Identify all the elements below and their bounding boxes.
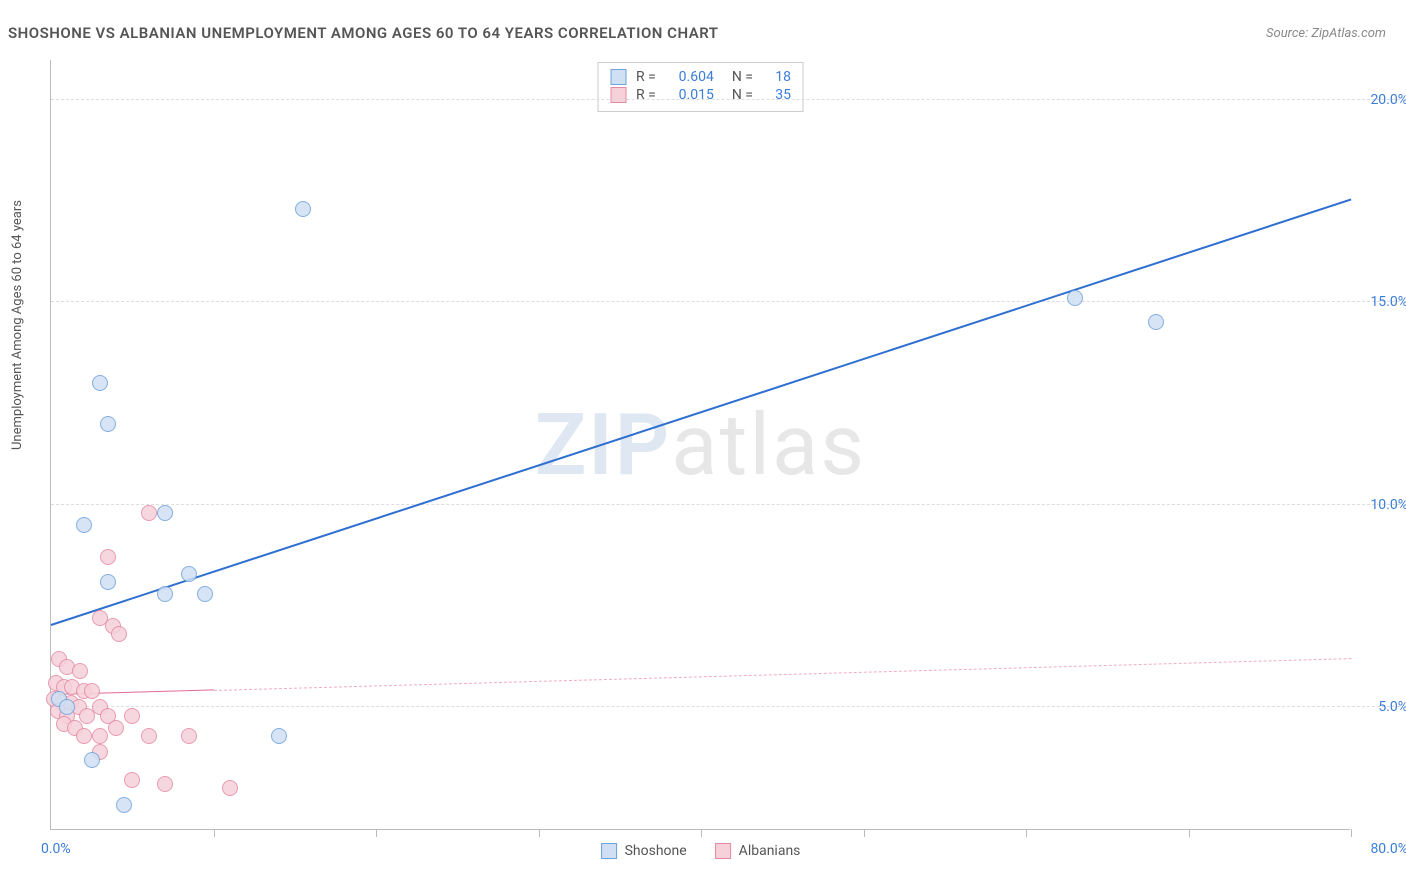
r-label: R =	[636, 69, 656, 85]
data-point-shoshone	[1067, 290, 1083, 306]
n-label: N =	[732, 69, 753, 85]
data-point-albanians	[76, 728, 92, 744]
x-tick	[1026, 829, 1027, 837]
x-tick	[701, 829, 702, 837]
trend-line-shoshone	[51, 199, 1352, 626]
data-point-albanians	[108, 720, 124, 736]
x-axis-max-label: 80.0%	[1370, 841, 1406, 857]
legend-label-albanians: Albanians	[739, 843, 801, 859]
data-point-albanians	[124, 772, 140, 788]
legend-series: Shoshone Albanians	[601, 843, 801, 859]
gridline-h	[51, 99, 1400, 100]
y-tick-label: 20.0%	[1370, 92, 1406, 108]
data-point-shoshone	[100, 416, 116, 432]
x-tick	[864, 829, 865, 837]
legend-label-shoshone: Shoshone	[625, 843, 687, 859]
data-point-shoshone	[116, 797, 132, 813]
data-point-shoshone	[197, 586, 213, 602]
x-tick	[539, 829, 540, 837]
data-point-albanians	[100, 549, 116, 565]
data-point-shoshone	[59, 699, 75, 715]
legend-correlation: R = 0.604 N = 18 R = 0.015 N = 35	[597, 62, 804, 112]
data-point-albanians	[84, 683, 100, 699]
data-point-albanians	[222, 780, 238, 796]
x-tick	[376, 829, 377, 837]
data-point-shoshone	[1148, 314, 1164, 330]
legend-row-shoshone: R = 0.604 N = 18	[610, 69, 791, 85]
n-value-albanians: 35	[763, 87, 791, 103]
trend-line-albanians-extrapolated	[213, 658, 1351, 691]
y-tick-label: 15.0%	[1370, 294, 1406, 310]
data-point-shoshone	[295, 201, 311, 217]
plot-area: ZIPatlas R = 0.604 N = 18 R = 0.015 N = …	[50, 60, 1350, 830]
x-tick	[1351, 829, 1352, 837]
swatch-shoshone	[601, 843, 617, 859]
data-point-albanians	[124, 708, 140, 724]
y-tick-label: 5.0%	[1378, 699, 1406, 715]
data-point-shoshone	[100, 574, 116, 590]
data-point-shoshone	[157, 586, 173, 602]
watermark: ZIPatlas	[535, 395, 866, 495]
data-point-albanians	[141, 728, 157, 744]
r-label: R =	[636, 87, 656, 103]
r-value-albanians: 0.015	[666, 87, 714, 103]
title-bar: SHOSHONE VS ALBANIAN UNEMPLOYMENT AMONG …	[8, 24, 1386, 42]
gridline-h	[51, 301, 1400, 302]
y-axis-label: Unemployment Among Ages 60 to 64 years	[10, 200, 25, 450]
source-label: Source: ZipAtlas.com	[1266, 26, 1386, 41]
chart-title: SHOSHONE VS ALBANIAN UNEMPLOYMENT AMONG …	[8, 24, 719, 42]
gridline-h	[51, 706, 1400, 707]
r-value-shoshone: 0.604	[666, 69, 714, 85]
data-point-shoshone	[76, 517, 92, 533]
data-point-albanians	[157, 776, 173, 792]
swatch-shoshone	[610, 69, 626, 85]
swatch-albanians	[715, 843, 731, 859]
n-value-shoshone: 18	[763, 69, 791, 85]
n-label: N =	[732, 87, 753, 103]
data-point-shoshone	[92, 375, 108, 391]
x-axis-min-label: 0.0%	[41, 841, 71, 857]
gridline-h	[51, 504, 1400, 505]
legend-row-albanians: R = 0.015 N = 35	[610, 87, 791, 103]
x-tick	[1189, 829, 1190, 837]
data-point-albanians	[92, 728, 108, 744]
data-point-albanians	[79, 708, 95, 724]
y-tick-label: 10.0%	[1370, 497, 1406, 513]
legend-item-albanians: Albanians	[715, 843, 801, 859]
swatch-albanians	[610, 87, 626, 103]
data-point-shoshone	[84, 752, 100, 768]
data-point-albanians	[141, 505, 157, 521]
data-point-shoshone	[157, 505, 173, 521]
legend-item-shoshone: Shoshone	[601, 843, 687, 859]
data-point-shoshone	[271, 728, 287, 744]
data-point-albanians	[181, 728, 197, 744]
data-point-shoshone	[181, 566, 197, 582]
data-point-albanians	[111, 626, 127, 642]
data-point-albanians	[72, 663, 88, 679]
x-tick	[214, 829, 215, 837]
